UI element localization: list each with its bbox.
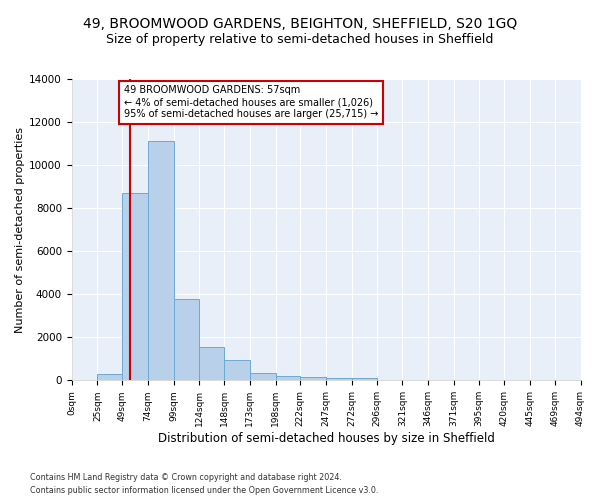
Bar — [301, 377, 326, 380]
Text: Size of property relative to semi-detached houses in Sheffield: Size of property relative to semi-detach… — [106, 32, 494, 46]
Text: Contains HM Land Registry data © Crown copyright and database right 2024.: Contains HM Land Registry data © Crown c… — [30, 474, 342, 482]
Bar — [97, 374, 122, 380]
Bar — [250, 373, 275, 380]
Bar — [199, 347, 224, 380]
Text: 49, BROOMWOOD GARDENS, BEIGHTON, SHEFFIELD, S20 1GQ: 49, BROOMWOOD GARDENS, BEIGHTON, SHEFFIE… — [83, 18, 517, 32]
Bar — [275, 376, 301, 380]
Bar — [122, 193, 148, 380]
Text: Contains public sector information licensed under the Open Government Licence v3: Contains public sector information licen… — [30, 486, 379, 495]
X-axis label: Distribution of semi-detached houses by size in Sheffield: Distribution of semi-detached houses by … — [158, 432, 494, 445]
Bar — [326, 378, 352, 380]
Bar — [173, 298, 199, 380]
Y-axis label: Number of semi-detached properties: Number of semi-detached properties — [15, 126, 25, 332]
Text: 49 BROOMWOOD GARDENS: 57sqm
← 4% of semi-detached houses are smaller (1,026)
95%: 49 BROOMWOOD GARDENS: 57sqm ← 4% of semi… — [124, 86, 379, 118]
Bar — [352, 378, 377, 380]
Bar — [148, 142, 173, 380]
Bar — [224, 360, 250, 380]
